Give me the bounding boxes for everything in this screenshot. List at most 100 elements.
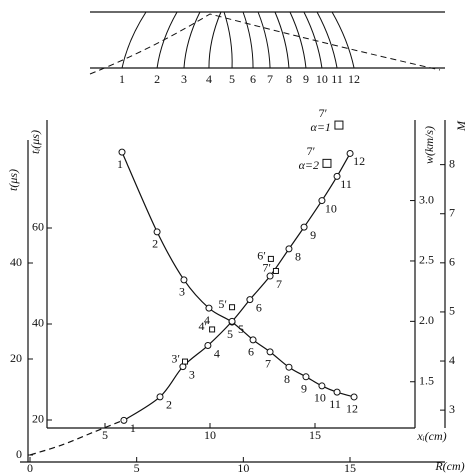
schematic-ray [156,11,178,69]
tick-label: 60 [32,220,44,234]
primed-label: 7′ [262,261,271,275]
point [153,228,161,236]
point-label: 11 [340,177,352,191]
point [318,382,326,390]
tick-label: 5 [134,461,140,475]
primed-point [209,326,216,333]
schematic-ray [183,11,201,69]
primed-point [229,304,236,311]
primed-point [272,267,279,274]
tick-label: 20 [10,351,22,365]
schematic-label: 8 [286,72,292,86]
series-line [29,419,125,456]
tick-label: 2.0 [419,313,434,327]
square-prime: 7′ [319,106,328,120]
schematic-label: 3 [181,72,187,86]
point-label: 5 [238,322,244,336]
tick-label: 5 [102,428,108,442]
square-point [322,158,332,168]
x-label: xᵢ(cm) [416,429,446,443]
primed-point [267,255,274,262]
point-label: 8 [284,372,290,386]
point-label: 4 [204,313,210,327]
tick-label: 6 [449,255,455,269]
point-label: 5 [227,327,233,341]
tick-label: 5 [449,304,455,318]
point [246,296,254,304]
primed-label: 5′ [218,297,227,311]
square-text: α=1 [311,120,331,134]
point-label: 1 [130,421,136,435]
point-label: 10 [314,391,326,405]
schematic-label: 1 [119,72,125,86]
point [205,304,213,312]
schematic-label: 10 [316,72,328,86]
tick-label: 4 [449,353,455,367]
point [285,245,293,253]
schematic-ray [316,11,338,69]
schematic-ray [331,11,355,69]
schematic-label: 9 [303,72,309,86]
point [350,393,358,401]
schematic-ray [223,11,233,69]
point [302,373,310,381]
schematic-dashed [89,13,441,75]
tick-label: 1.5 [419,373,434,387]
m-label: M [454,120,468,132]
point [204,342,212,350]
point [285,363,293,371]
square-point [334,120,344,130]
point [156,393,164,401]
point-label: 9 [310,228,316,242]
schematic-ray [257,11,271,69]
schematic-label: 7 [267,72,273,86]
point [300,223,308,231]
tick-label: 15 [344,461,356,475]
point-label: 8 [295,250,301,264]
t-label: t(μs) [6,169,20,191]
point [118,148,126,156]
point-label: 9 [301,382,307,396]
point-label: 7 [265,357,271,371]
point-label: 2 [152,237,158,251]
schematic-label: 11 [331,72,343,86]
series-line [123,153,351,421]
ti-label: tᵢ(μs) [28,130,42,154]
primed-label: 6′ [257,249,266,263]
tick-label: 0 [16,447,22,461]
point [180,276,188,284]
point-label: 4 [214,346,220,360]
tick-label: 40 [10,255,22,269]
schematic-label: 6 [250,72,256,86]
tick-label: 8 [449,156,455,170]
point-label: 3 [179,285,185,299]
schematic [89,11,445,75]
r-label: R(cm) [434,459,464,473]
series-line [121,151,355,398]
point [318,197,326,205]
schematic-ray [274,11,290,69]
schematic-ray [121,11,147,69]
square-text: α=2 [299,158,319,172]
point-label: 12 [346,402,358,416]
point [249,336,257,344]
schematic-label: 12 [348,72,360,86]
point [346,149,354,157]
point-label: 1 [117,157,123,171]
schematic-ray [303,11,323,69]
schematic-ray [242,11,254,69]
primed-label: 4′ [198,319,207,333]
tick-label: 3.0 [419,192,434,206]
tick-label: 20 [32,412,44,426]
square-prime: 7′ [307,144,316,158]
point [333,172,341,180]
tick-label: 7 [449,205,455,219]
tick-label: 3 [449,402,455,416]
tick-label: 15 [309,428,321,442]
primed-label: 3′ [171,351,180,365]
point-label: 11 [329,397,341,411]
schematic-label: 2 [154,72,160,86]
point [228,317,236,325]
schematic-label: 5 [229,72,235,86]
point-label: 10 [325,201,337,215]
